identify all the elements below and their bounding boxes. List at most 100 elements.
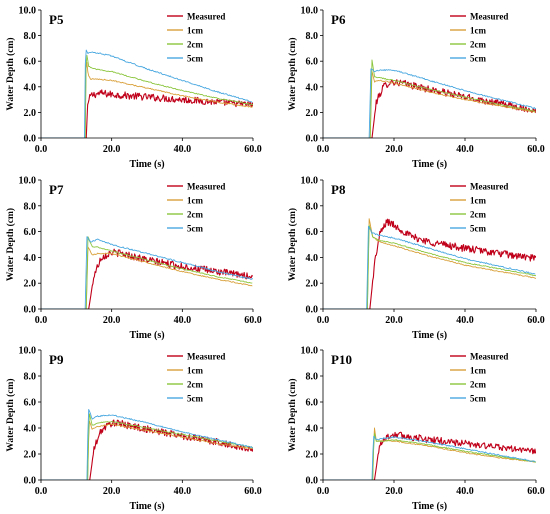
x-tick-label: 60.0 [244, 486, 262, 497]
series-line-2cm [41, 236, 253, 309]
x-tick-label: 20.0 [385, 315, 403, 326]
y-tick-label: 2.0 [306, 279, 319, 290]
legend-label-5cm: 5cm [187, 54, 203, 64]
legend-label-2cm: 2cm [187, 210, 203, 220]
legend-label-2cm: 2cm [470, 210, 486, 220]
legend-label-5cm: 5cm [187, 394, 203, 404]
legend-label-1cm: 1cm [187, 196, 203, 206]
legend-label-5cm: 5cm [470, 54, 486, 64]
y-tick-label: 2.0 [24, 108, 37, 119]
y-axis-label: Water Depth (cm) [5, 208, 16, 281]
legend-label-2cm: 2cm [187, 40, 203, 50]
x-tick-label: 0.0 [317, 486, 330, 497]
x-tick-label: 20.0 [103, 144, 121, 155]
x-tick-label: 60.0 [244, 315, 262, 326]
y-tick-label: 0.0 [306, 476, 319, 487]
legend-label-5cm: 5cm [470, 224, 486, 234]
x-tick-label: 60.0 [244, 144, 262, 155]
x-axis-label: Time (s) [412, 330, 447, 341]
series-line-5cm [41, 49, 253, 138]
x-axis-label: Time (s) [129, 501, 164, 512]
x-tick-label: 60.0 [527, 315, 545, 326]
x-tick-label: 0.0 [317, 144, 330, 155]
y-tick-label: 10.0 [301, 346, 319, 357]
series-line-5cm [323, 225, 536, 309]
panel-label: P6 [331, 12, 346, 27]
legend: Measured 1cm 2cm 5cm [167, 182, 225, 234]
legend-label-measured: Measured [187, 12, 225, 22]
y-tick-label: 4.0 [24, 253, 37, 264]
x-tick-label: 0.0 [317, 315, 330, 326]
series-line-2cm [323, 432, 536, 480]
series-line-1cm [41, 62, 253, 138]
series-line-2cm [41, 413, 253, 480]
y-tick-label: 4.0 [306, 253, 319, 264]
series-group [41, 236, 253, 309]
x-tick-label: 0.0 [35, 486, 48, 497]
y-tick-label: 0.0 [24, 305, 37, 316]
series-group [323, 427, 536, 480]
y-tick-label: 2.0 [306, 108, 319, 119]
x-tick-label: 40.0 [456, 144, 474, 155]
series-line-5cm [41, 409, 253, 480]
series-line-measured [323, 431, 536, 480]
y-axis-label: Water Depth (cm) [287, 208, 298, 281]
legend: Measured 1cm 2cm 5cm [450, 352, 508, 404]
x-axis-label: Time (s) [412, 159, 447, 170]
chart-panel-p8: 0.0 2.0 4.0 6.0 8.0 10.0 0.0 20.0 40.0 60.0 Time (… [287, 176, 545, 342]
y-tick-label: 8.0 [306, 372, 319, 383]
x-tick-label: 0.0 [35, 144, 48, 155]
series-line-1cm [323, 218, 536, 309]
x-tick-label: 60.0 [527, 486, 545, 497]
y-tick-label: 2.0 [24, 279, 37, 290]
y-tick-label: 6.0 [306, 398, 319, 409]
series-line-5cm [41, 236, 253, 309]
legend-label-measured: Measured [187, 182, 225, 192]
legend-label-2cm: 2cm [470, 40, 486, 50]
x-tick-label: 20.0 [385, 144, 403, 155]
series-group [41, 409, 253, 480]
legend: Measured 1cm 2cm 5cm [167, 352, 225, 404]
y-tick-label: 8.0 [24, 201, 37, 212]
series-line-measured [323, 79, 536, 138]
series-line-1cm [41, 246, 253, 309]
x-tick-label: 20.0 [385, 486, 403, 497]
legend-label-1cm: 1cm [470, 196, 486, 206]
x-tick-label: 20.0 [103, 315, 121, 326]
y-tick-label: 10.0 [19, 176, 37, 187]
y-tick-label: 4.0 [306, 82, 319, 93]
chart-panel-p10: 0.0 2.0 4.0 6.0 8.0 10.0 0.0 20.0 40.0 60.0 Time (… [287, 346, 545, 513]
series-line-measured [323, 218, 536, 309]
legend: Measured 1cm 2cm 5cm [167, 12, 225, 64]
y-axis-label: Water Depth (cm) [287, 37, 298, 110]
y-tick-label: 0.0 [24, 476, 37, 487]
y-tick-label: 2.0 [306, 450, 319, 461]
x-tick-label: 20.0 [103, 486, 121, 497]
legend-label-5cm: 5cm [187, 224, 203, 234]
x-tick-label: 0.0 [35, 315, 48, 326]
legend-label-measured: Measured [187, 352, 225, 362]
legend-label-5cm: 5cm [470, 394, 486, 404]
series-line-5cm [323, 68, 536, 138]
series-line-measured [41, 89, 253, 138]
y-axis-label: Water Depth (cm) [5, 37, 16, 110]
series-line-measured [41, 419, 253, 480]
panel-label: P9 [49, 352, 64, 367]
y-tick-label: 8.0 [24, 31, 37, 42]
legend-label-1cm: 1cm [187, 366, 203, 376]
series-group [323, 218, 536, 309]
x-tick-label: 40.0 [174, 486, 192, 497]
y-axis-label: Water Depth (cm) [287, 378, 298, 451]
y-tick-label: 8.0 [306, 201, 319, 212]
y-axis-label: Water Depth (cm) [5, 378, 16, 451]
y-tick-label: 2.0 [24, 450, 37, 461]
x-tick-label: 40.0 [174, 144, 192, 155]
y-tick-label: 6.0 [306, 227, 319, 238]
y-tick-label: 0.0 [306, 305, 319, 316]
legend-label-2cm: 2cm [470, 380, 486, 390]
y-tick-label: 0.0 [24, 134, 37, 145]
x-axis-label: Time (s) [412, 501, 447, 512]
chart-panel-p9: 0.0 2.0 4.0 6.0 8.0 10.0 0.0 20.0 40.0 60.0 Time (… [5, 346, 262, 513]
y-tick-label: 0.0 [306, 134, 319, 145]
y-tick-label: 8.0 [306, 31, 319, 42]
